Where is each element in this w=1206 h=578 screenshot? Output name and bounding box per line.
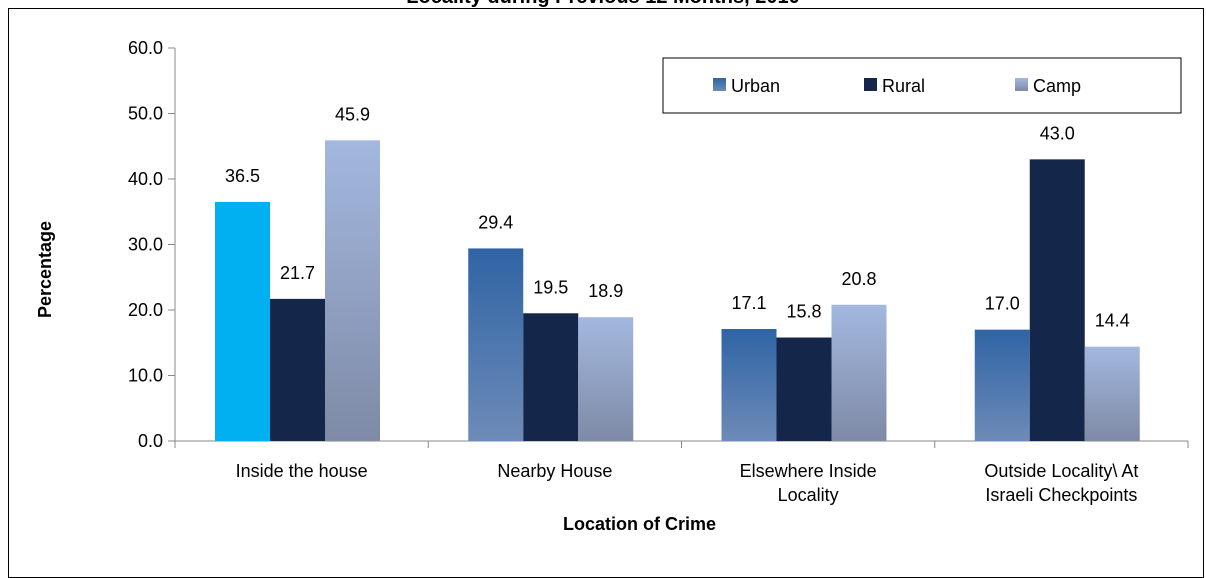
x-tick-label: Israeli Checkpoints xyxy=(985,485,1137,505)
legend: Urban Rural Camp xyxy=(662,57,1182,114)
x-tick-label: Locality xyxy=(778,485,839,505)
x-axis-title: Location of Crime xyxy=(563,514,716,534)
data-label: 15.8 xyxy=(786,302,821,322)
legend-label-camp: Camp xyxy=(1033,76,1081,96)
bar-camp xyxy=(1084,346,1140,441)
bar-rural xyxy=(776,337,832,441)
bar-urban xyxy=(974,329,1030,441)
bar-rural xyxy=(270,298,325,441)
data-label: 19.5 xyxy=(533,277,568,297)
y-tick-label: 40.0 xyxy=(128,169,163,189)
legend-box xyxy=(662,57,1182,114)
chart-title: Locality during Previous 12 Months, 2010 xyxy=(0,0,1206,9)
bar-urban xyxy=(721,328,777,441)
legend-swatch-camp xyxy=(1015,78,1028,91)
data-label: 43.0 xyxy=(1040,123,1075,143)
data-label: 14.4 xyxy=(1095,311,1130,331)
data-label: 18.9 xyxy=(588,281,623,301)
legend-swatch-urban xyxy=(713,78,726,91)
data-label: 17.0 xyxy=(985,294,1020,314)
data-label: 36.5 xyxy=(225,166,260,186)
y-tick-label: 60.0 xyxy=(128,38,163,58)
bar-camp xyxy=(578,317,634,441)
y-axis-title: Percentage xyxy=(35,221,55,318)
data-label: 17.1 xyxy=(731,293,766,313)
legend-label-urban: Urban xyxy=(731,76,780,96)
bar-camp xyxy=(325,140,380,442)
bar-rural xyxy=(523,313,579,441)
bar-urban xyxy=(468,248,524,441)
y-tick-label: 20.0 xyxy=(128,300,163,320)
x-tick-label: Outside Locality\ At xyxy=(984,461,1138,481)
axes: 0.0 10.0 20.0 30.0 40.0 50.0 60.0 Percentage Loc… xyxy=(35,38,1189,534)
data-labels: 36.5 29.4 17.1 17.0 21.7 19.5 15.8 43.0 45.9 18.9… xyxy=(225,104,1130,330)
data-label: 20.8 xyxy=(841,269,876,289)
x-tick-label: Elsewhere Inside xyxy=(740,461,877,481)
data-label: 29.4 xyxy=(478,212,513,232)
y-tick-label: 10.0 xyxy=(128,366,163,386)
x-tick-label: Nearby House xyxy=(497,461,612,481)
bars xyxy=(215,140,1140,442)
bar-camp xyxy=(831,304,887,441)
bar-urban xyxy=(215,201,270,441)
y-tick-label: 0.0 xyxy=(138,431,163,451)
data-label: 45.9 xyxy=(335,104,370,124)
y-tick-label: 50.0 xyxy=(128,104,163,124)
legend-swatch-rural xyxy=(864,78,877,91)
data-label: 21.7 xyxy=(280,263,315,283)
x-tick-label: Inside the house xyxy=(236,461,368,481)
bar-rural xyxy=(1029,159,1085,441)
y-tick-label: 30.0 xyxy=(128,235,163,255)
legend-label-rural: Rural xyxy=(882,76,925,96)
